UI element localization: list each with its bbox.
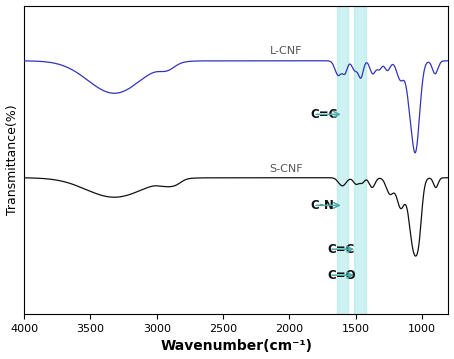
Text: C=C: C=C: [311, 108, 338, 121]
Text: S-CNF: S-CNF: [269, 164, 303, 174]
Text: C=O: C=O: [327, 269, 356, 282]
Text: C-N: C-N: [311, 199, 335, 212]
Text: C=C: C=C: [327, 243, 355, 256]
X-axis label: Wavenumber(cm⁻¹): Wavenumber(cm⁻¹): [160, 340, 312, 354]
Bar: [337, 5, 348, 314]
Bar: [354, 5, 366, 314]
Y-axis label: Transmittance(%): Transmittance(%): [5, 104, 19, 215]
Text: L-CNF: L-CNF: [269, 46, 302, 56]
